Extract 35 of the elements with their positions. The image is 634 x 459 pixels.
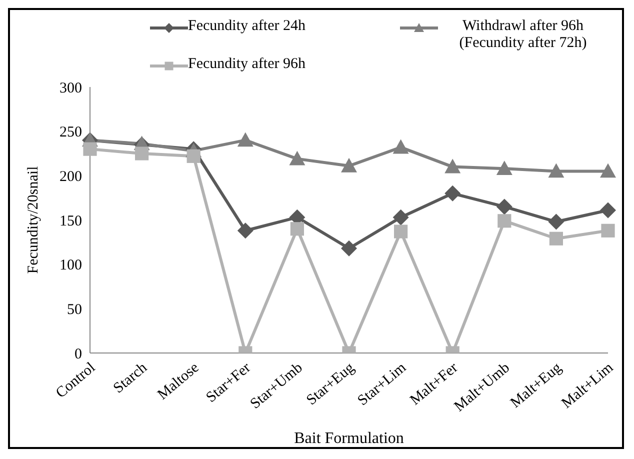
point xyxy=(549,232,563,246)
y-tick-label: 200 xyxy=(60,168,82,185)
point xyxy=(548,163,564,178)
point xyxy=(289,150,306,166)
point xyxy=(548,214,564,230)
point xyxy=(601,224,615,238)
point xyxy=(600,202,616,218)
point xyxy=(394,224,408,238)
y-axis-title: Fecundity/20snail xyxy=(25,166,42,274)
point xyxy=(444,185,461,202)
y-tick-label: 100 xyxy=(60,258,82,274)
point xyxy=(186,149,200,163)
legend-label: Withdrawl after 96h (Fecundity after 72h) xyxy=(458,18,588,52)
point xyxy=(341,240,357,256)
point xyxy=(600,163,616,178)
y-tick-label: 250 xyxy=(60,124,82,141)
x-axis-title: Bait Formulation xyxy=(294,430,404,447)
point xyxy=(496,198,512,215)
legend-label: Fecundity after 96h xyxy=(188,56,306,73)
y-tick-label: 150 xyxy=(60,213,82,230)
legend-label: Fecundity after 24h xyxy=(188,18,306,35)
y-tick-label: 50 xyxy=(67,302,82,318)
point xyxy=(444,158,461,174)
point xyxy=(135,146,149,160)
y-tick-label: 300 xyxy=(60,80,82,96)
point xyxy=(341,158,357,172)
point xyxy=(496,160,512,175)
point xyxy=(83,142,97,156)
point xyxy=(392,139,409,154)
point xyxy=(392,209,409,226)
point xyxy=(498,214,512,228)
y-tick-label: 0 xyxy=(74,346,82,362)
point xyxy=(237,132,254,147)
point xyxy=(237,222,254,239)
point xyxy=(290,222,304,236)
